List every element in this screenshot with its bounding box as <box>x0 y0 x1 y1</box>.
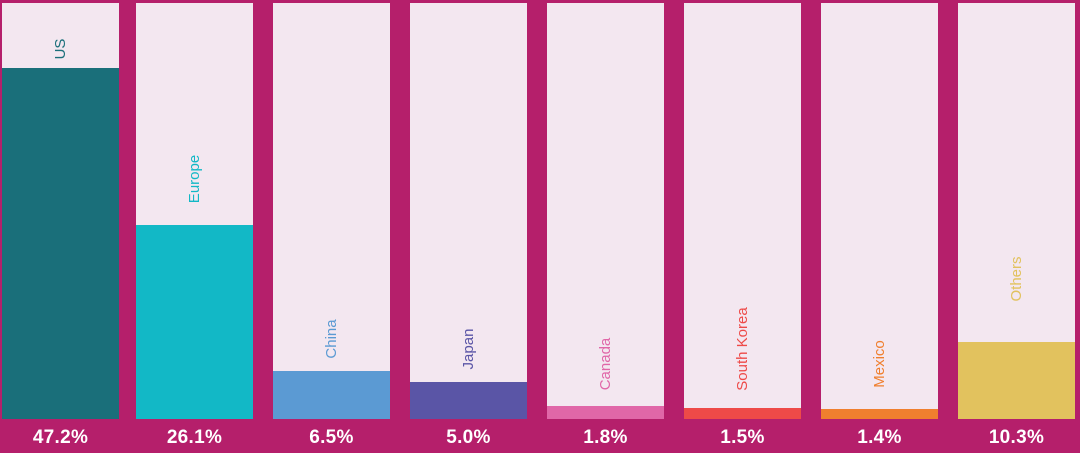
bar-track-japan: Japan <box>410 3 527 419</box>
bar-track-us: US <box>2 3 119 419</box>
value-label: 1.5% <box>720 427 765 448</box>
bar-track-mexico: Mexico <box>821 3 938 419</box>
bar-mexico <box>821 409 938 419</box>
value-label: 5.0% <box>446 427 491 448</box>
value-label: 1.4% <box>857 427 902 448</box>
category-label: Japan <box>459 328 477 370</box>
category-label: US <box>51 38 69 60</box>
bar-china <box>273 371 390 419</box>
bar-track-europe: Europe <box>136 3 253 419</box>
value-label: 10.3% <box>988 427 1045 448</box>
category-label: Europe <box>185 154 203 204</box>
bar-canada <box>547 406 664 419</box>
bar-track-canada: Canada <box>547 3 664 419</box>
bar-us <box>2 68 119 419</box>
category-label: Mexico <box>870 340 888 388</box>
value-label: 6.5% <box>309 427 354 448</box>
category-label: Canada <box>596 337 614 391</box>
category-label: China <box>322 319 340 359</box>
category-label: Others <box>1007 256 1025 302</box>
category-label: South Korea <box>733 307 751 391</box>
bar-track-others: Others <box>958 3 1075 419</box>
bar-europe <box>136 225 253 419</box>
bar-japan <box>410 382 527 419</box>
bar-south-korea <box>684 408 801 419</box>
value-label: 26.1% <box>166 427 223 448</box>
bar-track-china: China <box>273 3 390 419</box>
value-label: 47.2% <box>32 427 89 448</box>
bar-others <box>958 342 1075 419</box>
value-label: 1.8% <box>583 427 628 448</box>
bar-track-south-korea: South Korea <box>684 3 801 419</box>
